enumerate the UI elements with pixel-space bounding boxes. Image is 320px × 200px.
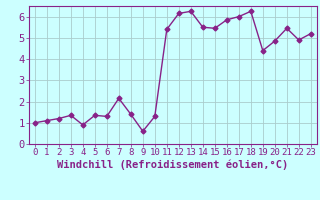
X-axis label: Windchill (Refroidissement éolien,°C): Windchill (Refroidissement éolien,°C) [57,160,288,170]
